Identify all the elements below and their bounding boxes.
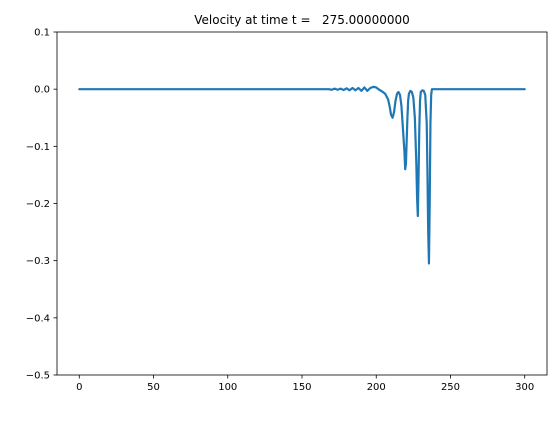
y-tick-label-0: 0.1 <box>34 28 50 39</box>
chart-title: Velocity at time t = 275.00000000 <box>194 13 410 27</box>
x-tick-label-2: 100 <box>218 382 237 393</box>
y-tick-label-2: −0.1 <box>26 142 50 153</box>
x-tick-label-4: 200 <box>367 382 386 393</box>
y-tick-label-1: 0.0 <box>34 85 50 96</box>
y-tick-label-4: −0.3 <box>26 256 50 267</box>
y-tick-label-3: −0.2 <box>26 199 50 210</box>
x-tick-label-0: 0 <box>76 382 82 393</box>
y-tick-label-5: −0.4 <box>26 313 50 324</box>
x-tick-label-3: 150 <box>292 382 311 393</box>
plot-area: 0 50 100 150 200 250 300 0.1 0.0 −0.1 −0.2 −0.3 −0.4… <box>26 28 548 393</box>
y-tick-label-6: −0.5 <box>26 371 50 382</box>
x-tick-label-5: 250 <box>441 382 460 393</box>
x-tick-label-6: 300 <box>515 382 534 393</box>
series-line-0 <box>78 85 526 265</box>
x-tick-label-1: 50 <box>147 382 160 393</box>
